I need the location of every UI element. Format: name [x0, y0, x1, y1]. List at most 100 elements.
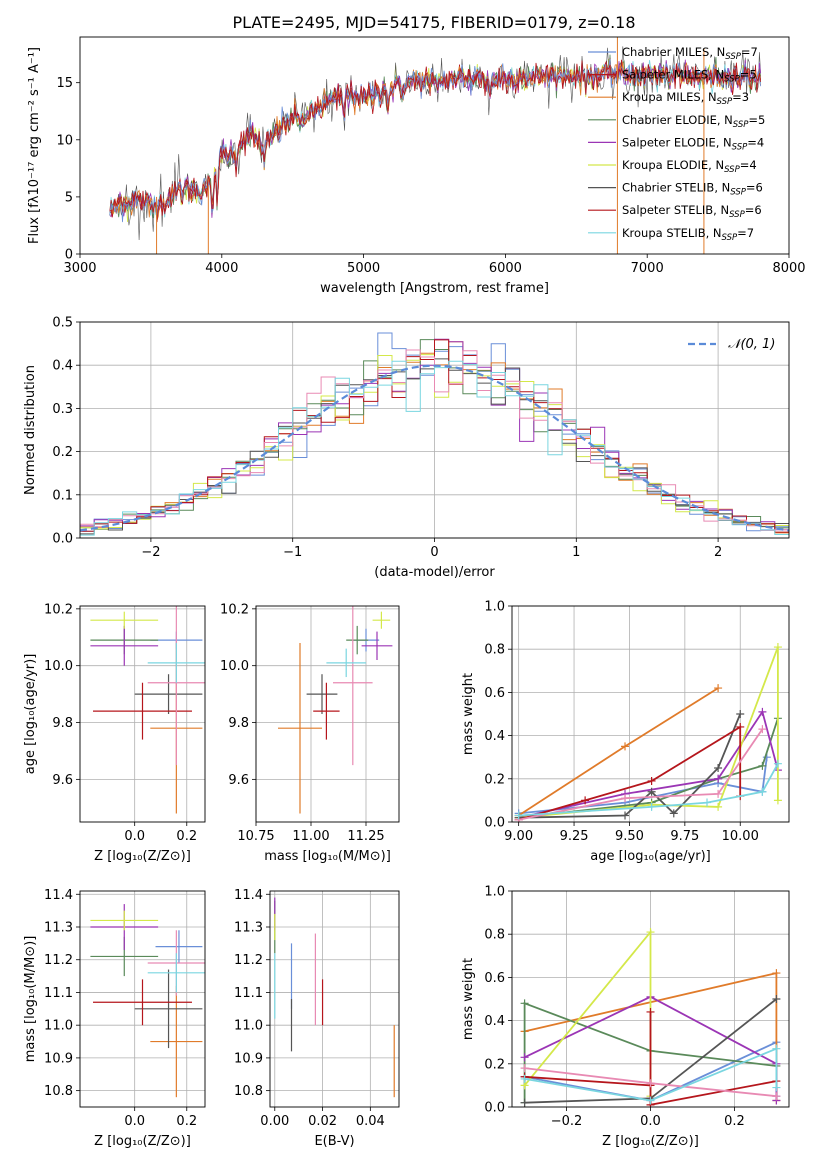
weight-vs-age-point-marker	[514, 811, 523, 820]
mass-vs-Z-errorbar-point	[90, 910, 159, 931]
age-vs-Z-errorbar-point	[134, 674, 203, 714]
legend-entry: Salpeter STELIB, NSSP=6	[622, 203, 762, 220]
weight-vs-age-ytick-label: 0.4	[484, 729, 505, 744]
weight-vs-age-point-marker	[714, 802, 723, 811]
weight-vs-age-point-marker	[621, 811, 630, 820]
residuals-frame	[79, 321, 790, 539]
spectrum-series-line	[109, 46, 761, 241]
residuals-ytick-label: 0.5	[52, 316, 73, 331]
weight-vs-age-point-marker	[758, 707, 767, 716]
residuals-panel: −2 −1 0 1 2 0.0 0.1 0.2 0.3 0.4 0.5 (data-model)/er…	[23, 316, 790, 580]
weight-vs-Z-marks	[520, 928, 781, 1107]
weight-vs-Z-series-line	[524, 1012, 777, 1106]
age-vs-Z-xtick-label: 0.2	[176, 829, 197, 844]
legend-entry: Kroupa ELODIE, NSSP=4	[622, 158, 757, 175]
mass-vs-Z-ytick-label: 11.1	[44, 986, 73, 1001]
mass-vs-Z-ytick-label: 11.0	[44, 1019, 73, 1034]
spectrum-xtick-label: 5000	[347, 261, 380, 276]
age-vs-mass-errorbar-point	[372, 611, 391, 629]
residuals-xtick-label: −1	[283, 545, 302, 560]
weight-vs-Z-point-marker	[520, 999, 529, 1008]
age-vs-mass-ytick-label: 9.8	[228, 716, 249, 731]
weight-vs-age-xtick-label: 9.00	[504, 829, 533, 844]
age-vs-Z-panel: 0.0 0.2 9.6 9.8 10.0 10.2 Z [log₁₀(Z/Z⊙)] age […	[23, 602, 206, 864]
mass-vs-Z-xtick-label: 0.0	[124, 1114, 145, 1129]
mass-vs-Z-errorbar-point	[134, 969, 203, 1049]
spectrum-ytick-label: 15	[56, 76, 73, 91]
weight-vs-age-point-marker	[714, 789, 723, 798]
residuals-legend: 𝒩(0, 1)	[688, 337, 775, 352]
mass-vs-EBV-xtick-label: 0.04	[356, 1114, 385, 1129]
residuals-marks	[80, 332, 789, 536]
weight-vs-Z-point-marker	[772, 1083, 781, 1092]
age-vs-mass-xtick-label: 10.75	[237, 829, 274, 844]
weight-vs-age-point-marker	[703, 798, 712, 807]
weight-vs-Z-point-marker	[772, 1044, 781, 1053]
age-vs-mass-errorbar-point	[326, 648, 366, 678]
weight-vs-Z-point-marker	[646, 1079, 655, 1088]
age-vs-mass-ytick-label: 10.0	[220, 659, 249, 674]
legend-entry: Chabrier MILES, NSSP=7	[622, 45, 758, 62]
weight-vs-Z-point-marker	[646, 928, 655, 937]
age-vs-mass-ytick-label: 9.6	[228, 773, 249, 788]
legend-entry: Salpeter MILES, NSSP=5	[622, 68, 757, 85]
weight-vs-age-point-marker	[621, 794, 630, 803]
age-vs-Z-ytick-label: 10.0	[44, 659, 73, 674]
age-vs-mass-errorbar-point	[278, 642, 322, 814]
age-vs-Z-errorbar-point	[147, 642, 205, 683]
spectrum-xtick-label: 4000	[205, 261, 238, 276]
weight-vs-age-point-marker	[621, 742, 630, 751]
residuals-xtick-label: 2	[714, 545, 722, 560]
weight-vs-age-point-marker	[669, 809, 678, 818]
weight-vs-age-xtick-label: 9.50	[615, 829, 644, 844]
weight-vs-age-xtick-label: 10.00	[722, 829, 759, 844]
age-vs-Z-errorbar-point	[93, 682, 192, 740]
spectrum-xtick-label: 8000	[772, 261, 805, 276]
age-vs-Z-errorbar-point	[90, 611, 159, 629]
residuals-xtick-label: −2	[141, 545, 160, 560]
age-vs-mass-errorbar-point	[333, 606, 373, 766]
residuals-ytick-label: 0.2	[52, 445, 73, 460]
mass-vs-Z-ylabel: mass [log₁₀(M/M⊙)]	[23, 936, 38, 1063]
spectrum-xtick-label: 6000	[489, 261, 522, 276]
spectrum-xtick-label: 7000	[631, 261, 664, 276]
age-vs-mass-ytick-label: 10.2	[220, 602, 249, 617]
gaussian-curve	[80, 364, 789, 532]
weight-vs-Z-frame	[511, 890, 790, 1108]
weight-vs-age-point-marker	[773, 759, 782, 768]
mass-vs-Z-ytick-label: 10.8	[44, 1084, 73, 1099]
weight-vs-Z-point-marker	[772, 995, 781, 1003]
mass-vs-Z-errorbar-point	[93, 979, 192, 1026]
legend-entry: Chabrier STELIB, NSSP=6	[622, 181, 763, 198]
mass-vs-EBV-ytick-label: 11.2	[234, 953, 263, 968]
weight-vs-age-point-marker	[773, 643, 782, 652]
mass-vs-EBV-plot-area	[270, 891, 399, 1107]
age-vs-Z-frame	[79, 605, 206, 823]
weight-vs-age-xtick-label: 9.75	[670, 829, 699, 844]
weight-vs-age-point-marker	[647, 776, 656, 785]
weight-vs-age-point-marker	[758, 787, 767, 796]
legend-entry: Kroupa MILES, NSSP=3	[622, 90, 749, 107]
spectrum-ylabel: Flux [fλ10⁻¹⁷ erg cm⁻² s⁻¹ A⁻¹]	[27, 47, 42, 244]
weight-vs-Z-ytick-label: 0.8	[484, 928, 505, 943]
spectrum-ytick-label: 0	[65, 248, 73, 263]
legend-entry: Chabrier ELODIE, NSSP=5	[622, 113, 765, 130]
age-vs-mass-xtick-label: 11.00	[292, 829, 329, 844]
legend-entry: Salpeter ELODIE, NSSP=4	[622, 135, 764, 152]
weight-vs-age-ytick-label: 0.0	[484, 816, 505, 831]
weight-vs-age-point-marker	[758, 761, 767, 770]
age-vs-mass-marks	[278, 606, 393, 814]
weight-vs-Z-ylabel: mass weight	[461, 958, 476, 1040]
weight-vs-age-series-line	[518, 713, 742, 819]
weight-vs-age-series-line	[518, 687, 719, 817]
age-vs-mass-errorbar-point	[306, 674, 338, 714]
weight-vs-age-point-marker	[714, 774, 723, 783]
weight-vs-age-point-marker	[736, 710, 745, 718]
weight-vs-age-ytick-label: 0.6	[484, 686, 505, 701]
weight-vs-Z-point-marker	[520, 1074, 529, 1083]
mass-vs-EBV-ytick-label: 10.9	[234, 1051, 263, 1066]
mass-vs-EBV-xtick-label: 0.00	[260, 1114, 289, 1129]
weight-vs-age-point-marker	[647, 802, 656, 811]
mass-vs-Z-xlabel: Z [log₁₀(Z/Z⊙)]	[94, 1134, 191, 1149]
weight-vs-Z-point-marker	[646, 1007, 655, 1016]
